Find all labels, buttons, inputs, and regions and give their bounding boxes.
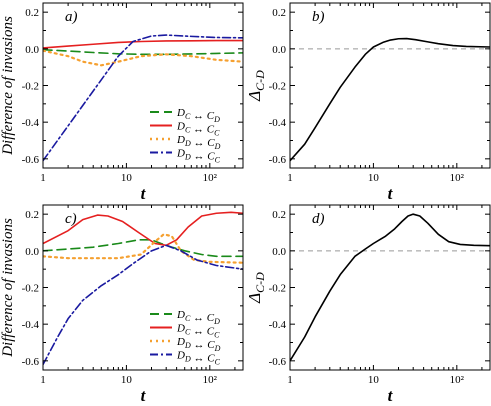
y-tick-label: 0.2 [25, 209, 39, 221]
y-tick-label: 0.2 [272, 209, 286, 221]
y-tick-label: -0.4 [22, 319, 40, 331]
y-tick-label: -0.2 [269, 283, 286, 295]
x-tick-label: 10 [368, 374, 380, 386]
panel-label: a) [65, 9, 78, 25]
y-tick-label: -0.4 [269, 117, 287, 129]
legend-label: DD ↔ CC [176, 350, 221, 367]
y-axis-label: Difference of invasions [0, 16, 16, 156]
x-tick-label: 10² [203, 172, 218, 184]
x-axis-label: t [388, 184, 394, 203]
series-line-red [43, 39, 243, 49]
y-tick-label: 0.2 [25, 7, 39, 19]
panel-b: 1 10 10² 0.2 0.0 -0.2 -0.4 -0.6 b) t ΔC-D [245, 2, 491, 203]
legend-label: DC ↔ CC [176, 121, 220, 138]
legend-label: DD ↔ CD [176, 134, 221, 151]
y-tick-label: 0.0 [272, 44, 286, 56]
legend-label: DD ↔ CD [176, 336, 221, 353]
y-tick-label: -0.6 [22, 154, 40, 166]
series-line-black [290, 213, 490, 362]
x-axis-label: t [141, 386, 147, 405]
plot-frame [289, 2, 491, 169]
y-tick-label: -0.2 [22, 283, 39, 295]
x-tick-label: 1 [287, 172, 293, 184]
y-tick-label: -0.6 [269, 356, 287, 368]
x-tick-label: 10² [450, 374, 465, 386]
y-tick-label: 0.2 [272, 7, 286, 19]
x-tick-label: 10 [368, 172, 380, 184]
y-tick-label: 0.0 [272, 246, 286, 258]
x-tick-label: 10² [450, 172, 465, 184]
series-line-red [43, 211, 243, 247]
y-axis-label: ΔC-D [245, 272, 267, 304]
y-tick-label: -0.4 [22, 117, 40, 129]
panel-c: 1 10 10² 0.2 0.0 -0.2 -0.4 -0.6 c) t Difference of… [0, 204, 244, 405]
legend-label: DC ↔ CD [176, 107, 220, 124]
y-tick-label: -0.6 [22, 356, 40, 368]
x-axis-label: t [141, 184, 147, 203]
x-tick-label: 10 [121, 374, 133, 386]
legend-label: DC ↔ CD [176, 309, 220, 326]
panel-label: d) [312, 211, 325, 227]
legend-label: DD ↔ CC [176, 148, 221, 165]
x-tick-label: 1 [40, 172, 46, 184]
x-tick-label: 1 [40, 374, 46, 386]
series-line-orange [43, 49, 243, 67]
x-axis-label: t [388, 386, 394, 405]
y-axis-label: ΔC-D [245, 70, 267, 102]
y-tick-label: -0.2 [269, 81, 286, 93]
panel-label: b) [312, 9, 325, 25]
series-line-green [43, 239, 243, 258]
series-line-green [43, 48, 243, 56]
y-tick-label: -0.2 [22, 81, 39, 93]
series-line-black [290, 37, 490, 162]
x-tick-label: 10² [203, 374, 218, 386]
y-tick-label: -0.6 [269, 154, 287, 166]
x-tick-label: 10 [121, 172, 133, 184]
plot-frame [289, 204, 491, 371]
legend-label: DC ↔ CC [176, 323, 220, 340]
panel-label: c) [65, 211, 77, 227]
y-tick-label: -0.4 [269, 319, 287, 331]
panel-d: 1 10 10² 0.2 0.0 -0.2 -0.4 -0.6 d) t ΔC-D [245, 204, 491, 405]
y-axis-label: Difference of invasions [0, 218, 16, 358]
series-line-blue [43, 34, 243, 162]
panel-a: 1 10 10² 0.2 0.0 -0.2 -0.4 -0.6 a) t Difference of… [0, 2, 244, 203]
y-tick-label: 0.0 [25, 44, 39, 56]
y-tick-label: 0.0 [25, 246, 39, 258]
x-tick-label: 1 [287, 374, 293, 386]
series-line-blue [43, 244, 243, 366]
